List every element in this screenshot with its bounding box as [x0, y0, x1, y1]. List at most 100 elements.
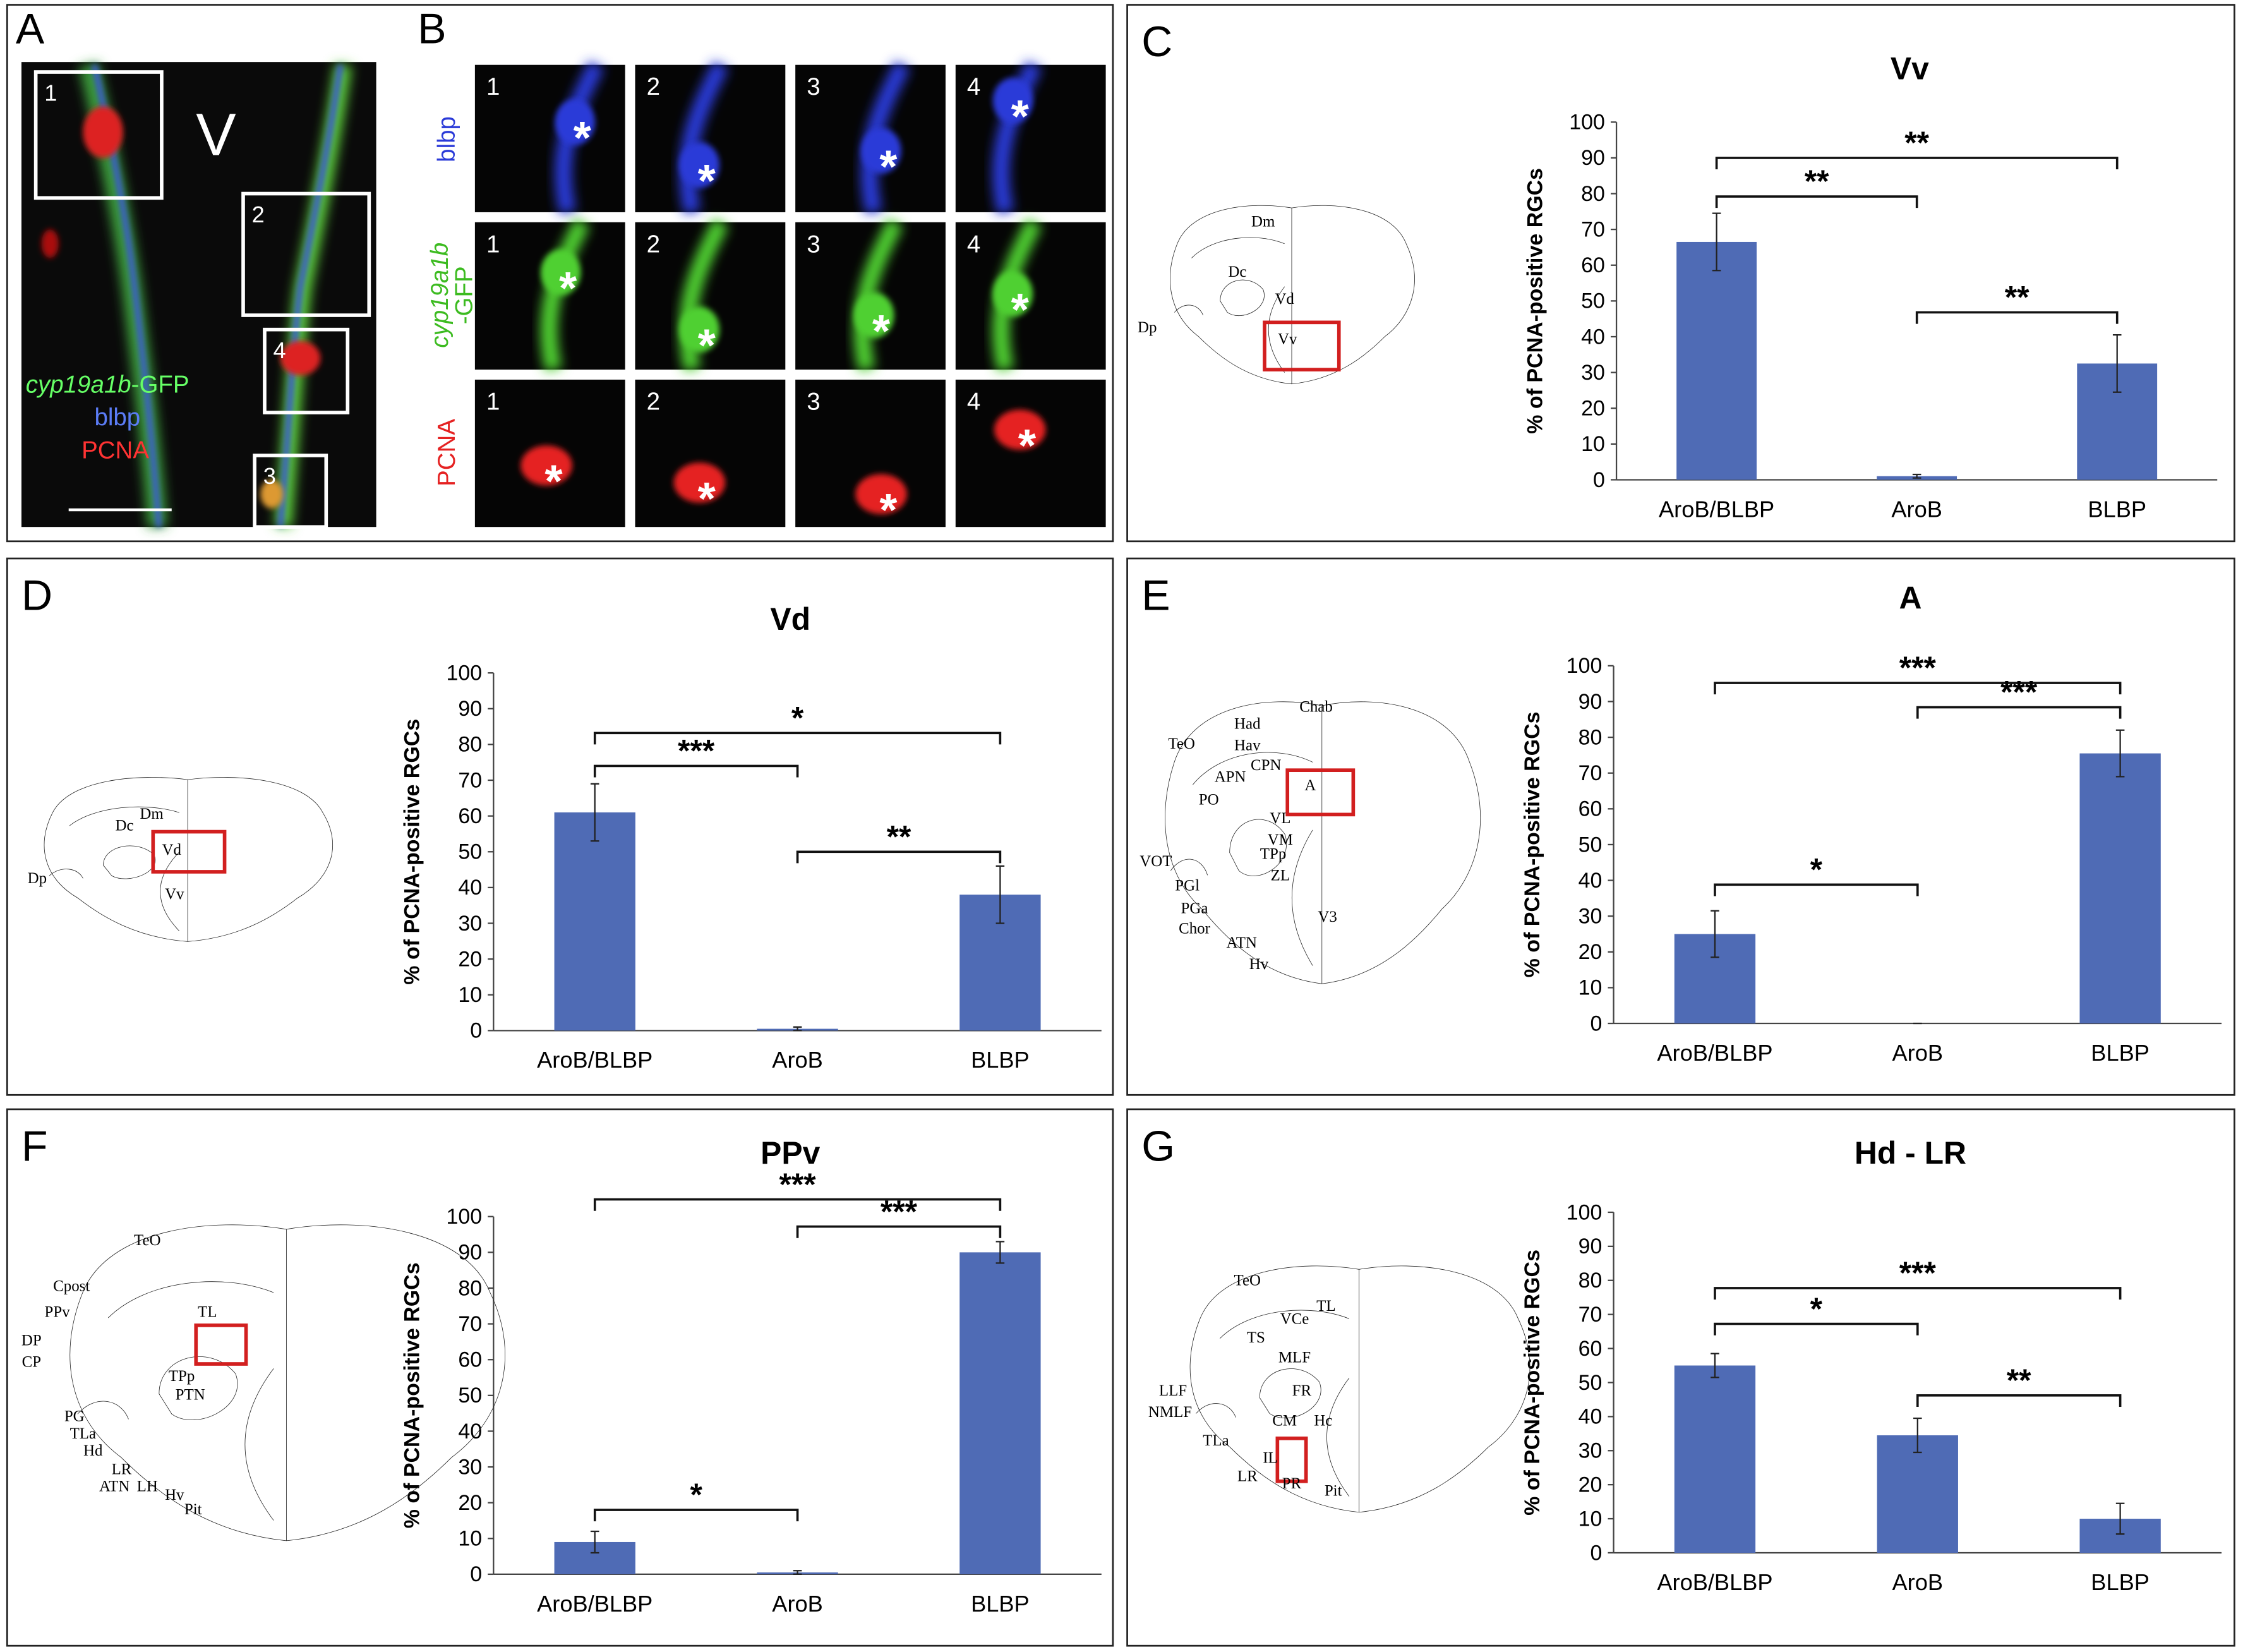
inset-box: [33, 70, 164, 200]
cell-signal: [520, 445, 572, 486]
micrograph-b: [474, 61, 1106, 528]
error-bar: [1712, 212, 1721, 272]
significance-bracket: [1715, 157, 2119, 170]
diagram-label: APN: [1215, 768, 1246, 785]
y-tick-label: 20: [458, 1491, 482, 1515]
cell-marker: *: [698, 320, 716, 371]
significance-label: **: [1904, 125, 1929, 160]
y-tick-label: 100: [1566, 1200, 1603, 1224]
y-tick-label: 40: [458, 876, 482, 900]
significance-label: **: [2007, 1363, 2031, 1398]
y-tick-label: 50: [1579, 833, 1603, 857]
diagram-label: PR: [1282, 1475, 1302, 1492]
panel-frame: [1126, 4, 2235, 543]
y-tick-label: 80: [1579, 725, 1603, 749]
diagram-label: Chor: [1179, 920, 1211, 937]
inset-number: 2: [252, 202, 265, 227]
y-axis-label: % of PCNA-positive RGCs: [1523, 168, 1547, 434]
significance-bracket: [1714, 883, 1919, 896]
significance-label: ***: [881, 1194, 918, 1229]
cell-background: [474, 64, 625, 212]
channel-label: blbp: [94, 404, 140, 431]
significance-label: *: [1810, 1291, 1823, 1327]
error-bar: [995, 1241, 1005, 1264]
x-tick-label: BLBP: [2088, 496, 2146, 522]
diagram-label: Had: [1234, 716, 1261, 733]
error-bar: [995, 865, 1005, 924]
significance-bracket: [1916, 706, 2122, 719]
cell-number: 4: [967, 388, 980, 415]
y-tick-label: 60: [1581, 253, 1605, 277]
row-label: -GFP: [450, 266, 478, 324]
cell-signal: [555, 99, 596, 145]
diagram-label: CM: [1272, 1412, 1297, 1429]
diagram-label: Hd: [83, 1442, 103, 1459]
cell-signal: [992, 61, 1042, 215]
cell-number: 2: [647, 388, 660, 415]
y-tick-label: 40: [1579, 869, 1603, 893]
y-tick-label: 70: [1579, 1303, 1603, 1327]
y-tick-label: 10: [458, 983, 482, 1007]
panel-frame: [1126, 1108, 2235, 1647]
bar: [1674, 1365, 1756, 1553]
diagram-label: TPp: [169, 1368, 195, 1385]
diagram-label: Hv: [165, 1486, 184, 1504]
chart-title: Hd - LR: [1855, 1135, 1966, 1171]
diagram-label: Chab: [1299, 698, 1333, 715]
cell-signal: [541, 249, 581, 296]
y-tick-label: 70: [1579, 761, 1603, 785]
bar: [959, 1252, 1041, 1574]
diagram-label: TLa: [1203, 1432, 1229, 1449]
region-box: [1275, 1436, 1308, 1483]
diagram-label: FR: [1292, 1382, 1312, 1399]
diagram-label: PG: [64, 1408, 85, 1425]
bar: [1676, 241, 1757, 480]
y-tick-label: 10: [458, 1527, 482, 1551]
significance-label: *: [1810, 852, 1823, 888]
diagram-label: IL: [1263, 1449, 1278, 1466]
diagram-label: CP: [22, 1354, 41, 1371]
panel-frame: [6, 1108, 1114, 1647]
cell-marker: *: [698, 473, 716, 524]
micrograph-a: [21, 62, 376, 528]
bar: [2079, 753, 2161, 1024]
diagram-label: TeO: [134, 1232, 161, 1249]
error-bar: [2115, 1502, 2125, 1535]
inset-number: 3: [263, 463, 276, 489]
inset-box: [263, 327, 350, 414]
y-tick-label: 20: [458, 947, 482, 971]
diagram-label: LR: [1237, 1468, 1258, 1485]
y-tick-label: 80: [458, 1276, 482, 1300]
diagram-label: PGl: [1175, 877, 1200, 894]
diagram-label: V3: [1318, 908, 1337, 925]
y-tick-label: 0: [1593, 468, 1605, 492]
significance-label: ***: [1899, 1255, 1937, 1291]
y-tick-label: 50: [458, 1384, 482, 1408]
diagram-label: VL: [1270, 810, 1290, 827]
inset-number: 4: [274, 337, 286, 363]
y-tick-label: 50: [1581, 289, 1605, 313]
diagram-label: LH: [137, 1478, 158, 1495]
cell-number: 3: [807, 388, 820, 415]
significance-bracket: [1915, 311, 2119, 324]
diagram-label: Vd: [1275, 291, 1294, 308]
cell-marker: *: [879, 141, 898, 192]
cell-number: 3: [807, 73, 820, 100]
error-bar: [793, 1026, 802, 1032]
diagram-label: Dm: [1251, 214, 1275, 231]
panel-letter: A: [16, 5, 45, 53]
diagram-label: TS: [1247, 1329, 1265, 1346]
region-box: [194, 1323, 248, 1366]
y-tick-label: 70: [458, 1312, 482, 1336]
y-tick-label: 90: [1581, 146, 1605, 170]
error-bar: [1711, 1353, 1719, 1378]
y-tick-label: 10: [1579, 976, 1603, 1000]
panel-letter: E: [1141, 572, 1170, 620]
panel-letter: G: [1141, 1122, 1175, 1170]
x-tick-label: AroB/BLBP: [1657, 1569, 1772, 1595]
x-tick-label: AroB: [772, 1591, 823, 1617]
gene-name: cyp19a1b: [26, 371, 131, 398]
y-tick-label: 40: [1581, 325, 1605, 349]
y-tick-label: 60: [1579, 1337, 1603, 1361]
